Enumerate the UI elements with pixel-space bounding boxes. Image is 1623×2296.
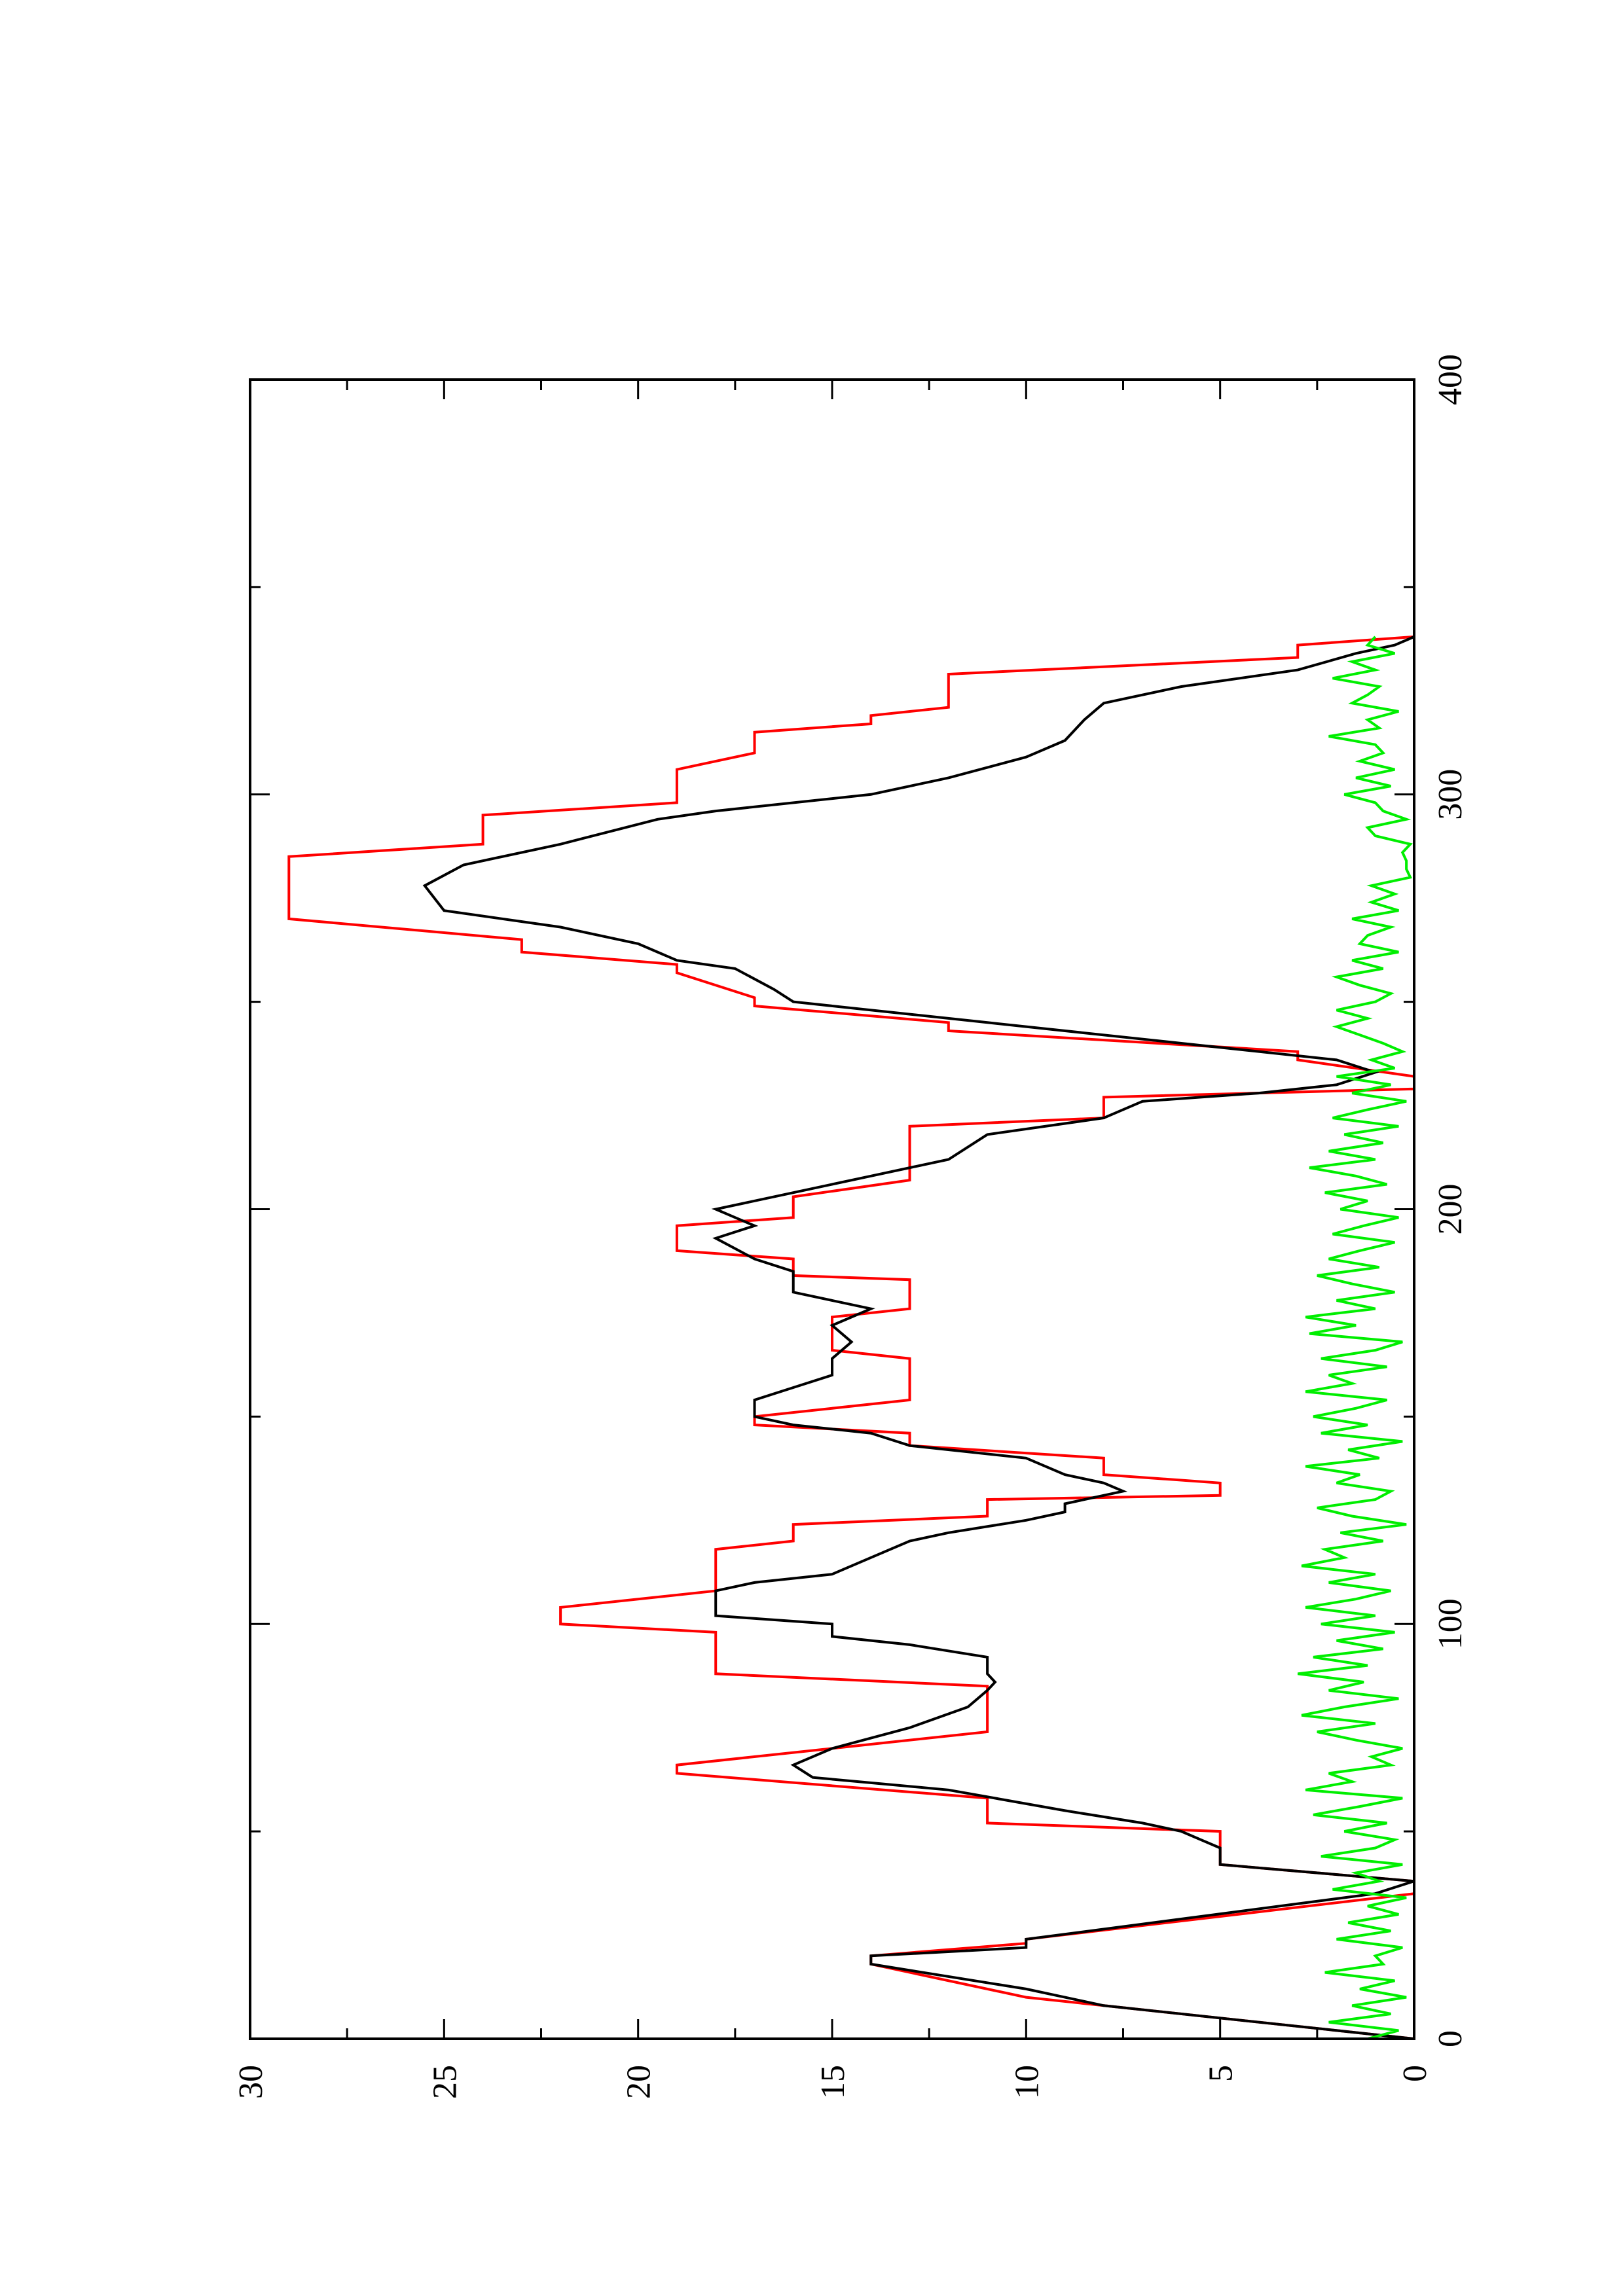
- axis-ticks: [249, 378, 1415, 2040]
- y-tick-label: 30: [232, 2065, 270, 2099]
- x-tick-label: 200: [1432, 1184, 1469, 1235]
- red-series-line: [287, 635, 1415, 2040]
- y-tick-label: 10: [1008, 2065, 1046, 2099]
- y-tick-label: 20: [621, 2065, 658, 2099]
- axis-tick-labels: 0 100 200 300 400 0 5 10 15 20 25 30: [232, 354, 1469, 2099]
- y-tick-label: 25: [426, 2065, 464, 2099]
- x-tick-label: 0: [1432, 2030, 1469, 2047]
- series-group: [287, 635, 1415, 2040]
- y-tick-label: 0: [1396, 2065, 1434, 2082]
- x-tick-label: 400: [1432, 354, 1469, 405]
- x-tick-label: 300: [1432, 769, 1469, 820]
- black-series-line: [422, 636, 1415, 2040]
- green-series-line: [1297, 636, 1413, 2040]
- plot-frame: [249, 378, 1415, 2040]
- x-tick-label: 100: [1432, 1598, 1469, 1649]
- y-tick-label: 5: [1203, 2065, 1240, 2082]
- y-tick-label: 15: [814, 2065, 852, 2099]
